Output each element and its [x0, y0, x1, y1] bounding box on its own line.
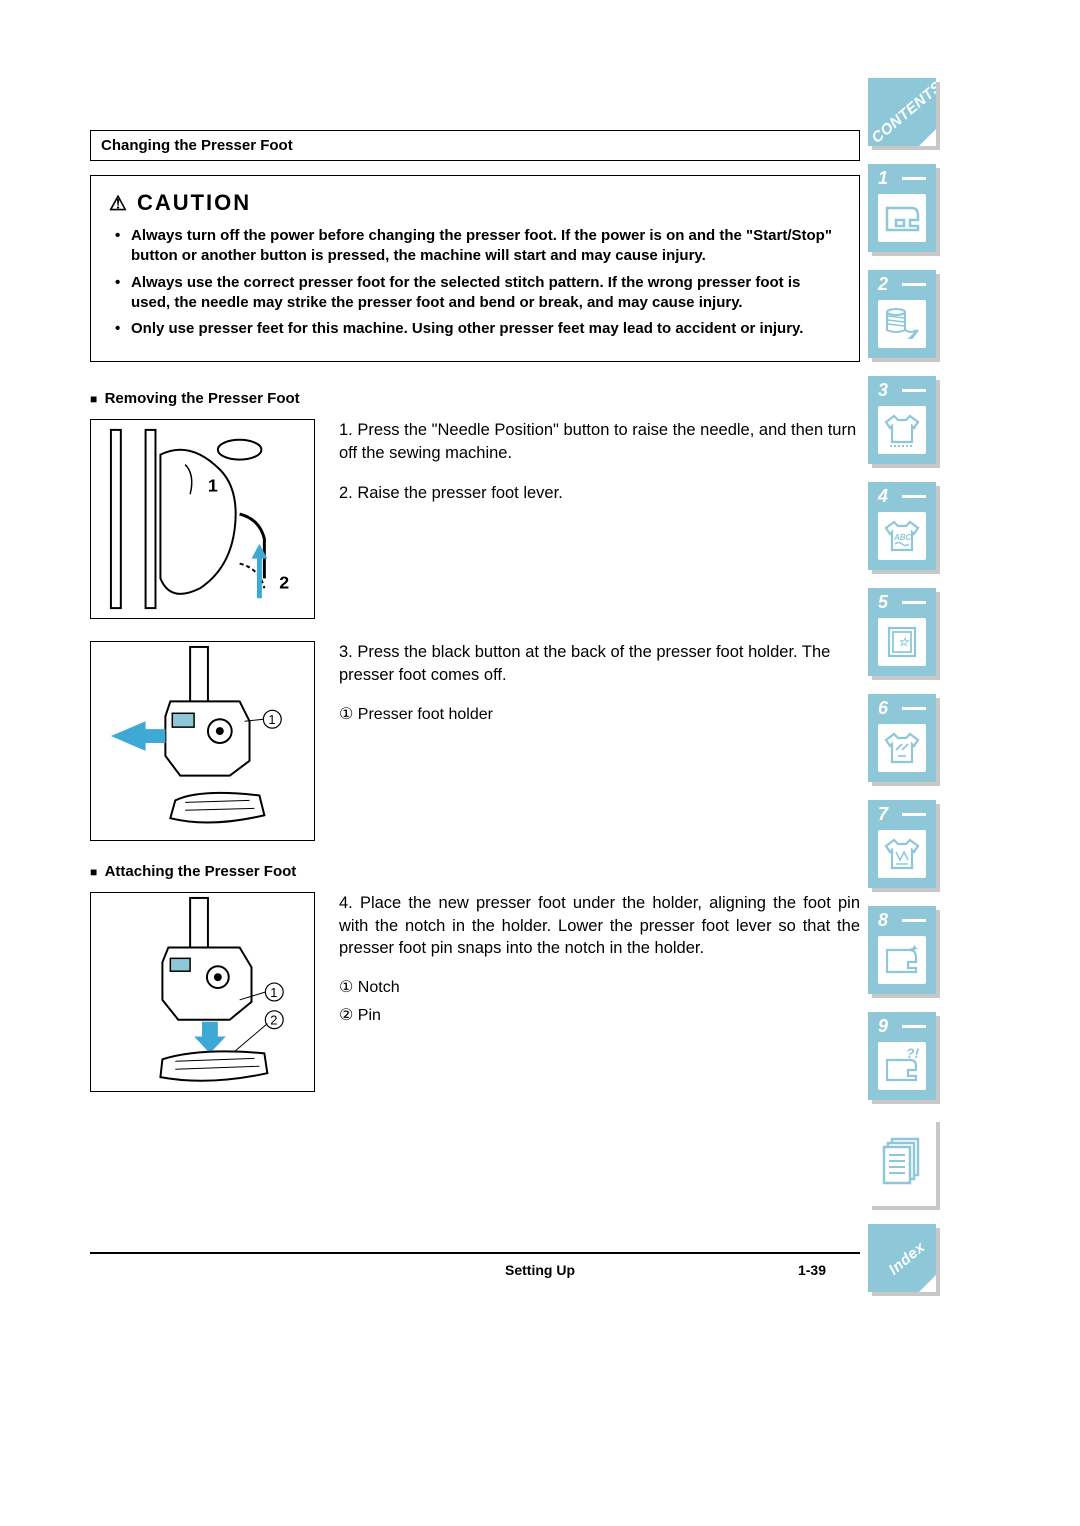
sidebar-index-icon[interactable] [868, 1118, 936, 1206]
tab-contents[interactable]: CONTENTS [868, 78, 936, 146]
svg-text:?!: ?! [906, 1046, 920, 1061]
illustration-remove-foot: 1 [90, 641, 315, 841]
shirt-pattern-icon [878, 830, 926, 878]
thread-spool-icon [878, 300, 926, 348]
callout-notch: ① Notch [339, 977, 860, 999]
svg-text:1: 1 [270, 985, 277, 1000]
caution-list: Always turn off the power before changin… [109, 226, 841, 339]
attaching-row: 1 2 4. Place the new presser foot under … [90, 892, 860, 1092]
svg-text:ABC: ABC [893, 533, 912, 542]
sidebar-tab-1[interactable]: 1 [868, 164, 936, 252]
removing-steps-2: 3. Press the black button at the back of… [339, 641, 860, 841]
tab-number: 2 [878, 274, 888, 295]
pages-icon [878, 1133, 926, 1191]
callout-1-icon: 1 [268, 712, 275, 727]
tab-number: 8 [878, 910, 888, 931]
tab-index[interactable]: Index [868, 1224, 936, 1292]
footer-rule [90, 1252, 860, 1254]
svg-text:☆: ☆ [898, 635, 911, 649]
page-content: Changing the Presser Foot CAUTION Always… [90, 130, 860, 1114]
footer-page-number: 1-39 [798, 1262, 826, 1278]
tab-number: 1 [878, 168, 888, 189]
attaching-heading: Attaching the Presser Foot [90, 863, 860, 880]
callout-pin: ② Pin [339, 1005, 860, 1027]
shirt-dotted-icon [878, 406, 926, 454]
attaching-steps: 4. Place the new presser foot under the … [339, 892, 860, 1092]
svg-text:2: 2 [270, 1013, 277, 1028]
sidebar-tab-8[interactable]: 8 ✦ [868, 906, 936, 994]
sidebar-tab-5[interactable]: 5 ☆ [868, 588, 936, 676]
tab-number: 9 [878, 1016, 888, 1037]
tab-number: 4 [878, 486, 888, 507]
machine-sparkle-icon: ✦ [878, 936, 926, 984]
step-1: 1. Press the "Needle Position" button to… [339, 419, 860, 464]
removing-steps-1: 1. Press the "Needle Position" button to… [339, 419, 860, 619]
sidebar-tab-4[interactable]: 4 ABC [868, 482, 936, 570]
tab-contents-label: CONTENTS [868, 78, 936, 146]
tab-number: 6 [878, 698, 888, 719]
label-2: 2 [279, 573, 289, 593]
caution-title: CAUTION [109, 190, 841, 216]
caution-box: CAUTION Always turn off the power before… [90, 175, 860, 362]
removing-row-2: 1 3. Press the black button at the back … [90, 641, 860, 841]
sidebar-tabs: CONTENTS 1 2 3 4 ABC 5 ☆ 6 [868, 78, 942, 1292]
sidebar-tab-7[interactable]: 7 [868, 800, 936, 888]
step-3: 3. Press the black button at the back of… [339, 641, 860, 686]
caution-item: Always use the correct presser foot for … [131, 273, 841, 314]
caution-item: Always turn off the power before changin… [131, 226, 841, 267]
machine-question-icon: ?! [878, 1042, 926, 1090]
screen-icon: ☆ [878, 618, 926, 666]
step-2: 2. Raise the presser foot lever. [339, 482, 860, 504]
fold-icon [919, 129, 936, 146]
callout-presser-foot-holder: ① Presser foot holder [339, 704, 860, 726]
section-title: Changing the Presser Foot [90, 130, 860, 161]
sidebar-tab-3[interactable]: 3 [868, 376, 936, 464]
removing-row-1: 1 2 1. Press the "Needle Position" butto… [90, 419, 860, 619]
shirt-edit-icon [878, 724, 926, 772]
shirt-abc-icon: ABC [878, 512, 926, 560]
illustration-raise-lever: 1 2 [90, 419, 315, 619]
tab-number: 3 [878, 380, 888, 401]
tab-number: 7 [878, 804, 888, 825]
tab-number: 5 [878, 592, 888, 613]
sidebar-tab-2[interactable]: 2 [868, 270, 936, 358]
removing-heading: Removing the Presser Foot [90, 390, 860, 407]
sewing-machine-icon [878, 194, 926, 242]
illustration-attach-foot: 1 2 [90, 892, 315, 1092]
caution-item: Only use presser feet for this machine. … [131, 319, 841, 339]
sidebar-tab-9[interactable]: 9 ?! [868, 1012, 936, 1100]
sidebar-tab-6[interactable]: 6 [868, 694, 936, 782]
tab-index-label: Index [868, 1224, 936, 1292]
svg-text:✦: ✦ [909, 944, 918, 955]
label-1: 1 [208, 476, 218, 496]
step-4: 4. Place the new presser foot under the … [339, 892, 860, 959]
fold-icon [919, 1275, 936, 1292]
